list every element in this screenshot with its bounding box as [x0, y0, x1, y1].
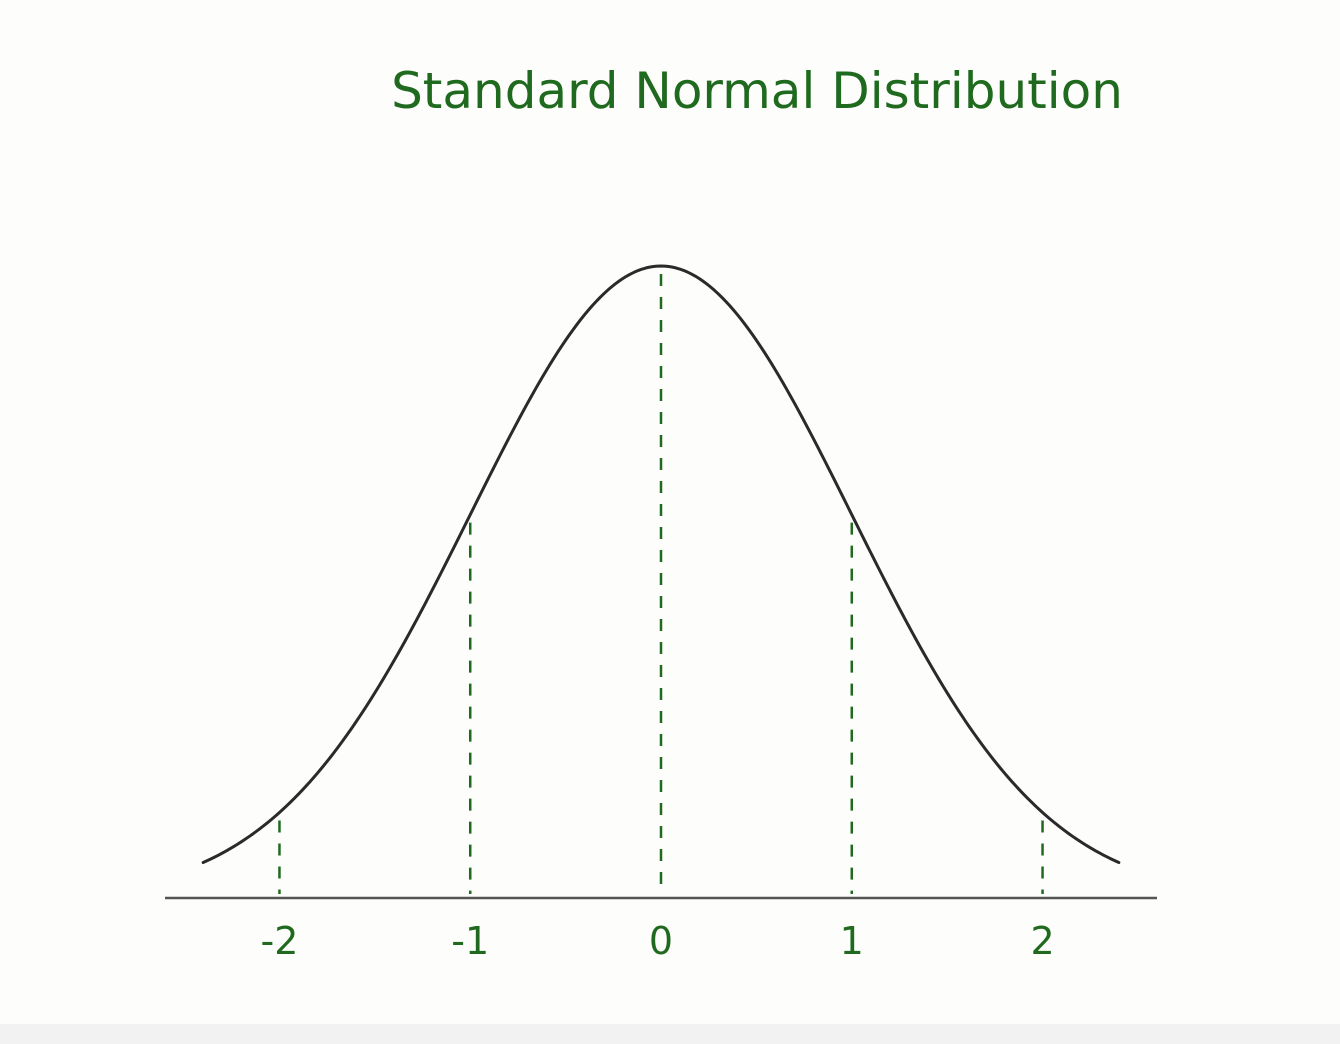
- x-tick-label: -2: [261, 919, 299, 963]
- x-tick-label: 2: [1030, 919, 1054, 963]
- chart-title: Standard Normal Distribution: [391, 62, 1123, 120]
- x-tick-label: 1: [840, 919, 864, 963]
- x-tick-label: -1: [451, 919, 489, 963]
- normal-curve: [201, 264, 1121, 865]
- guide-lines: [278, 274, 1044, 894]
- x-axis-tick-labels: -2 -1 0 1 2: [261, 919, 1055, 963]
- x-tick-label: 0: [649, 919, 673, 963]
- bottom-band: [0, 1024, 1340, 1044]
